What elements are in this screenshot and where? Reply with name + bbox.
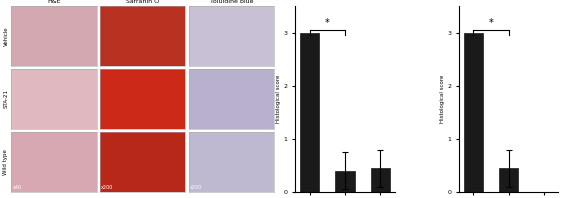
Text: x200: x200 (101, 185, 113, 190)
Bar (335, 171, 355, 192)
Text: Wild type: Wild type (3, 149, 8, 175)
Y-axis label: Histological score: Histological score (276, 75, 281, 123)
Text: STA-21: STA-21 (3, 89, 8, 109)
Bar (371, 168, 390, 192)
Text: x40: x40 (12, 185, 21, 190)
Bar (300, 32, 319, 192)
Bar (464, 32, 483, 192)
Text: Toluidine blue: Toluidine blue (210, 0, 253, 4)
Y-axis label: Histological score: Histological score (440, 75, 444, 123)
Text: Vehicle: Vehicle (3, 26, 8, 46)
Text: Safranin O: Safranin O (126, 0, 160, 4)
Text: H&E: H&E (47, 0, 61, 4)
Text: *: * (325, 18, 329, 28)
Text: *: * (488, 18, 494, 28)
Bar (499, 168, 518, 192)
Text: x200: x200 (190, 185, 202, 190)
